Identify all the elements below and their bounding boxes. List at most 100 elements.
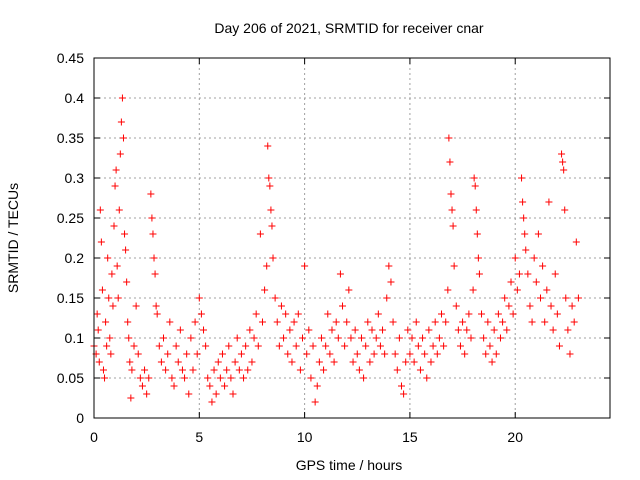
data-point	[271, 294, 279, 302]
y-tick-label: 0.25	[57, 210, 84, 226]
data-point	[99, 366, 107, 374]
data-point	[235, 366, 243, 374]
data-point	[95, 358, 103, 366]
data-point	[183, 350, 191, 358]
data-point	[391, 350, 399, 358]
data-point	[454, 326, 462, 334]
data-point	[332, 318, 340, 326]
data-point	[357, 334, 365, 342]
data-point	[143, 390, 151, 398]
data-point	[372, 334, 380, 342]
data-point	[130, 342, 138, 350]
data-point	[456, 342, 464, 350]
data-point	[200, 326, 208, 334]
data-point	[558, 150, 566, 158]
y-tick-label: 0.35	[57, 130, 84, 146]
data-point	[229, 390, 237, 398]
data-point	[214, 358, 222, 366]
data-point	[189, 366, 197, 374]
data-point	[570, 318, 578, 326]
data-point	[256, 230, 264, 238]
data-point	[277, 302, 285, 310]
data-point	[108, 270, 116, 278]
data-point	[393, 366, 401, 374]
data-point	[134, 350, 142, 358]
axis-ticks	[93, 57, 610, 419]
data-point	[499, 318, 507, 326]
data-point	[263, 262, 271, 270]
data-point	[507, 278, 515, 286]
data-point	[307, 374, 315, 382]
data-point	[254, 342, 262, 350]
data-point	[370, 350, 378, 358]
data-point	[519, 198, 527, 206]
data-point	[545, 198, 553, 206]
data-point	[427, 358, 435, 366]
data-point	[309, 342, 317, 350]
data-point	[149, 230, 157, 238]
data-point	[473, 230, 481, 238]
data-point	[472, 206, 480, 214]
data-point	[204, 374, 212, 382]
data-point	[553, 310, 561, 318]
data-point	[423, 374, 431, 382]
data-point	[534, 230, 542, 238]
data-point	[123, 278, 131, 286]
data-point	[273, 318, 281, 326]
data-point	[448, 206, 456, 214]
data-point	[97, 238, 105, 246]
data-point	[438, 310, 446, 318]
data-point	[126, 358, 134, 366]
data-point	[244, 366, 252, 374]
data-point	[324, 310, 332, 318]
data-point	[218, 350, 226, 358]
data-point	[513, 286, 521, 294]
data-point	[181, 374, 189, 382]
data-point	[374, 310, 382, 318]
data-point	[416, 366, 424, 374]
data-point	[174, 358, 182, 366]
data-point	[282, 310, 290, 318]
data-point	[561, 206, 569, 214]
data-point	[127, 394, 135, 402]
data-point	[148, 214, 156, 222]
y-tick-label: 0.1	[65, 330, 85, 346]
data-point	[555, 342, 563, 350]
data-point	[275, 342, 283, 350]
x-tick-label: 10	[297, 429, 313, 445]
data-point	[366, 358, 374, 366]
data-point	[339, 302, 347, 310]
data-point	[280, 334, 288, 342]
y-tick-labels: 0 0.05 0.1 0.15 0.2 0.25 0.3 0.35 0.4 0.45	[57, 50, 84, 426]
data-point	[463, 326, 471, 334]
y-tick-label: 0.4	[65, 90, 85, 106]
data-point	[465, 310, 473, 318]
data-point	[197, 310, 205, 318]
data-point	[389, 318, 397, 326]
grid	[94, 58, 610, 418]
data-point	[474, 254, 482, 262]
data-point	[138, 382, 146, 390]
data-point	[543, 286, 551, 294]
data-point	[246, 326, 254, 334]
data-point	[317, 334, 325, 342]
data-point	[572, 238, 580, 246]
data-point	[269, 254, 277, 262]
data-point	[397, 382, 405, 390]
y-tick-label: 0	[76, 410, 84, 426]
data-point	[96, 206, 104, 214]
data-point	[368, 326, 376, 334]
data-point	[408, 334, 416, 342]
data-point	[515, 270, 523, 278]
data-point	[170, 382, 178, 390]
data-point	[162, 366, 170, 374]
x-tick-label: 5	[195, 429, 203, 445]
data-point	[402, 358, 410, 366]
data-point	[94, 326, 102, 334]
data-point	[290, 318, 298, 326]
data-point	[400, 390, 408, 398]
data-point	[119, 134, 127, 142]
data-point	[320, 366, 328, 374]
data-point	[341, 342, 349, 350]
data-point	[433, 350, 441, 358]
